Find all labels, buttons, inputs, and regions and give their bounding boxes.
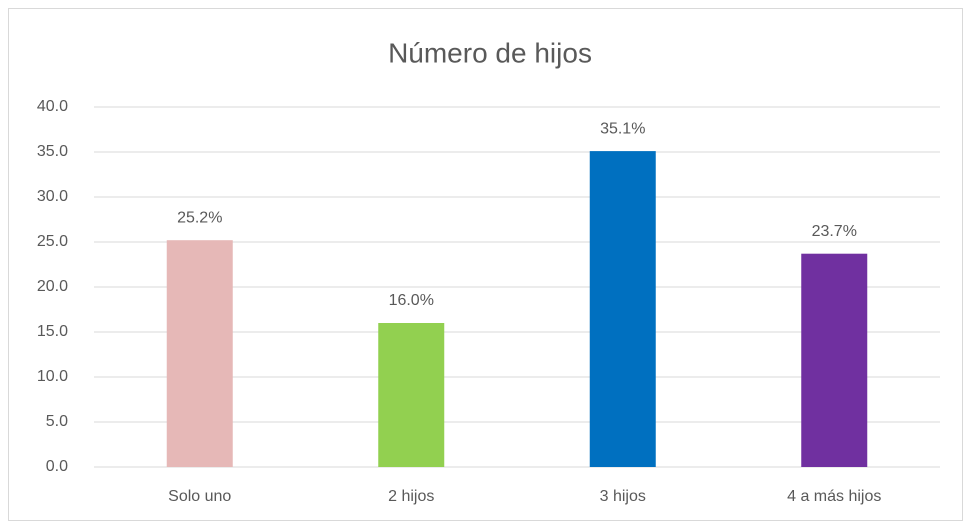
x-tick-label: 4 a más hijos <box>787 488 881 505</box>
y-tick-label: 35.0 <box>37 143 68 160</box>
y-tick-label: 25.0 <box>37 233 68 250</box>
data-label: 35.1% <box>600 120 645 137</box>
bar <box>589 151 656 467</box>
x-tick-label: Solo uno <box>168 488 231 505</box>
y-tick-label: 0.0 <box>46 458 68 475</box>
y-tick-label: 15.0 <box>37 323 68 340</box>
bar <box>378 323 445 467</box>
y-tick-label: 20.0 <box>37 278 68 295</box>
chart-title: Número de hijos <box>388 37 592 68</box>
bar <box>801 253 868 467</box>
x-tick-label: 2 hijos <box>388 488 434 505</box>
y-tick-label: 40.0 <box>37 98 68 115</box>
y-tick-label: 30.0 <box>37 188 68 205</box>
data-label: 23.7% <box>812 223 857 240</box>
data-label: 16.0% <box>389 292 434 309</box>
data-label: 25.2% <box>177 209 222 226</box>
y-tick-label: 10.0 <box>37 368 68 385</box>
y-tick-label: 5.0 <box>46 413 68 430</box>
bar <box>166 240 233 467</box>
x-tick-label: 3 hijos <box>600 488 646 505</box>
